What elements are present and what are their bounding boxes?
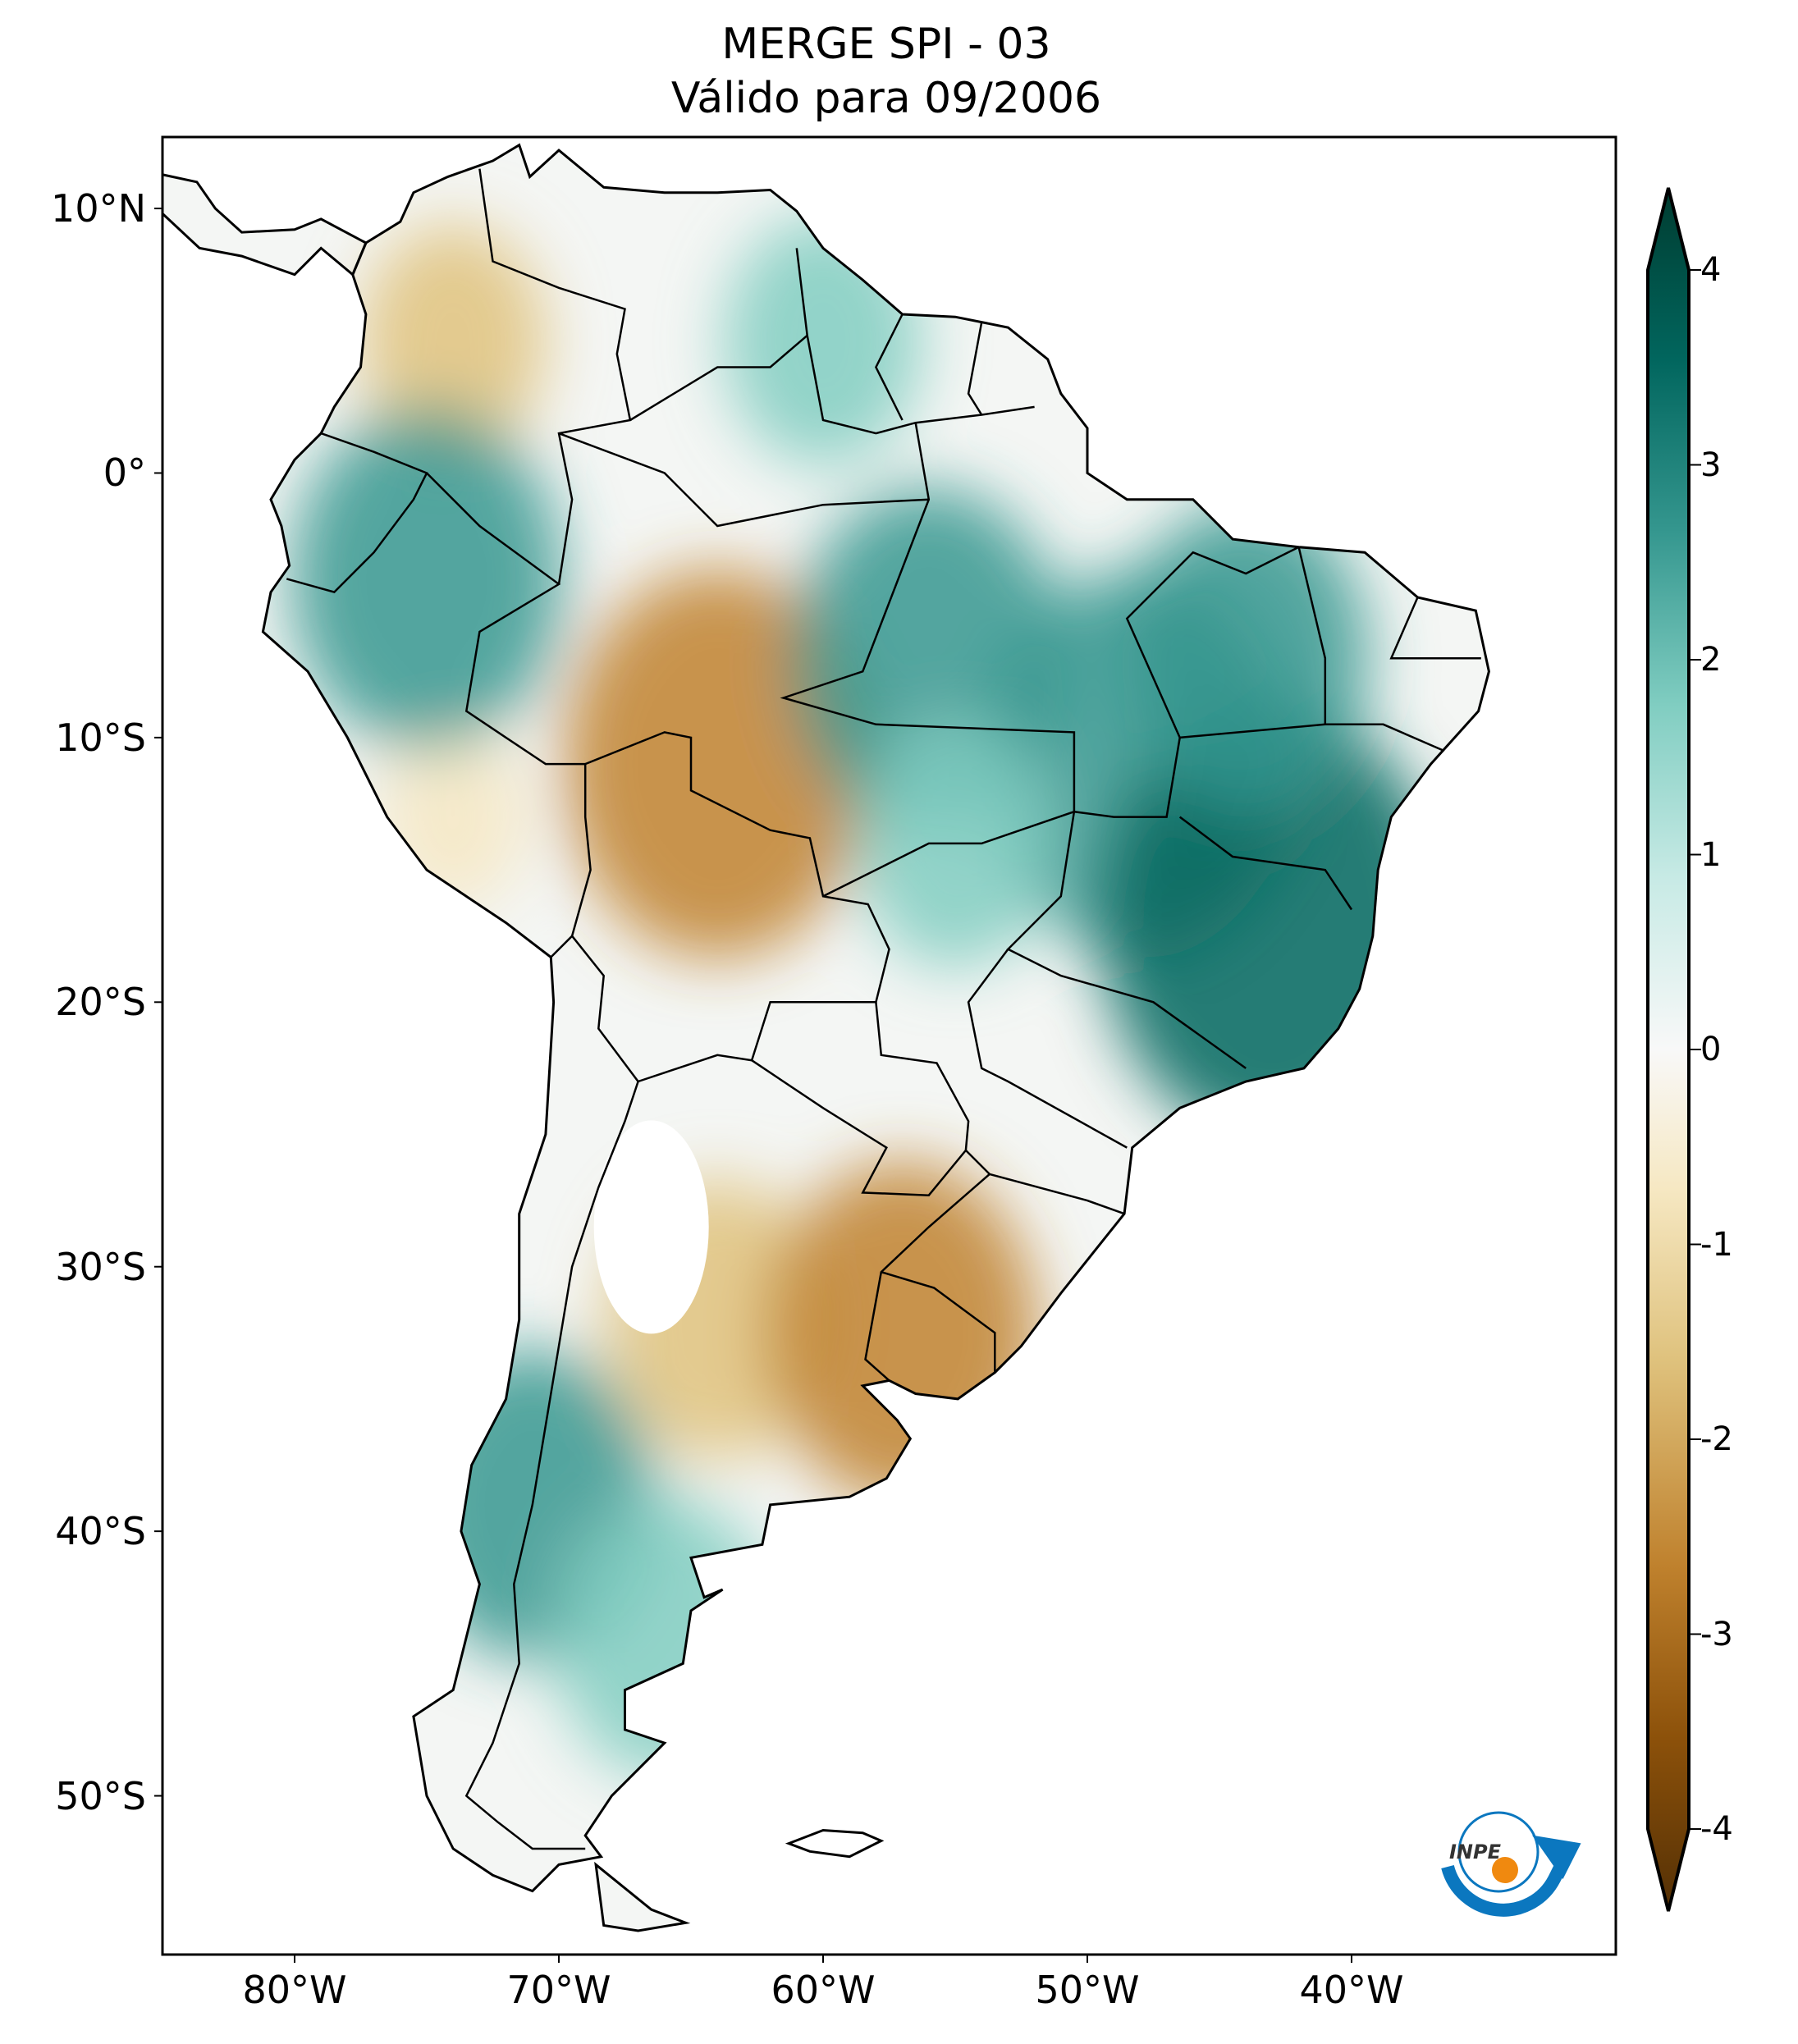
x-tick-label: 60°W xyxy=(771,1968,876,2012)
y-tick-label: 10°S xyxy=(55,715,146,760)
colorbar-tick-label: 1 xyxy=(1700,835,1722,874)
colorbar-tick-label: -4 xyxy=(1700,1810,1733,1848)
country-state-border xyxy=(558,432,929,528)
coastline xyxy=(261,143,1490,1893)
colorbar-tick-label: -2 xyxy=(1700,1420,1733,1458)
land-fill xyxy=(162,144,1489,1931)
y-tick-label: 40°S xyxy=(55,1509,146,1554)
colorbar-tick-label: 0 xyxy=(1700,1031,1722,1068)
country-state-border xyxy=(478,168,632,585)
country-state-border xyxy=(1179,723,1445,752)
map-frame xyxy=(161,135,1617,1956)
coastline xyxy=(162,173,368,277)
colorbar-tick-label: 2 xyxy=(1700,641,1722,679)
country-state-border xyxy=(1006,812,1247,1069)
anomaly-patch-wet xyxy=(553,1497,775,1778)
colorbar-tick-label: -1 xyxy=(1700,1225,1733,1264)
country-state-border xyxy=(426,472,592,958)
x-tick-label: 40°W xyxy=(1299,1968,1404,2012)
y-tick-label: 30°S xyxy=(55,1244,146,1289)
x-tick-label: 70°W xyxy=(506,1968,611,2012)
country-state-border xyxy=(1297,546,1327,725)
country-state-border xyxy=(881,1271,996,1373)
x-tick-label: 50°W xyxy=(1035,1968,1140,2012)
colorbar-tick-label: 4 xyxy=(1700,251,1722,289)
country-state-border xyxy=(967,322,983,416)
chart-subtitle: Válido para 09/2006 xyxy=(670,74,1102,123)
anomaly-patch-wet xyxy=(291,407,562,751)
y-tick-label: 20°S xyxy=(55,980,146,1025)
x-tick-label: 80°W xyxy=(242,1968,347,2012)
colorbar-tick-label: -3 xyxy=(1700,1615,1733,1653)
inpe-logo: INPE xyxy=(1441,1811,1581,1917)
colorbar-tick-label: 3 xyxy=(1700,446,1722,484)
missing-data-patch xyxy=(593,1120,709,1334)
country-state-border xyxy=(967,949,1128,1149)
axis-ticks xyxy=(154,208,1352,1963)
chart-title: MERGE SPI - 03 xyxy=(721,20,1051,69)
country-state-border xyxy=(1178,816,1353,911)
y-tick-label: 0° xyxy=(103,450,146,496)
country-state-border xyxy=(629,248,809,422)
y-tick-label: 10°N xyxy=(51,186,146,231)
coastline xyxy=(785,1828,885,1859)
country-state-border xyxy=(584,731,890,1083)
coastline xyxy=(594,1861,691,1932)
country-state-border xyxy=(286,432,428,594)
country-state-border xyxy=(864,1150,991,1382)
country-state-border xyxy=(822,546,1300,898)
coastline-and-borders xyxy=(162,143,1490,1932)
country-state-border xyxy=(751,1002,970,1196)
country-state-border xyxy=(1389,597,1481,660)
country-state-border xyxy=(989,1173,1125,1215)
anomaly-patch-dry xyxy=(360,223,546,458)
anomaly-patch-dry xyxy=(379,723,528,911)
country-state-border xyxy=(464,935,639,1850)
y-tick-label: 50°S xyxy=(55,1773,146,1818)
country-state-border xyxy=(806,335,1035,435)
colorbar xyxy=(1646,187,1701,1912)
logo-text: INPE xyxy=(1449,1841,1502,1863)
country-state-border xyxy=(875,313,904,421)
